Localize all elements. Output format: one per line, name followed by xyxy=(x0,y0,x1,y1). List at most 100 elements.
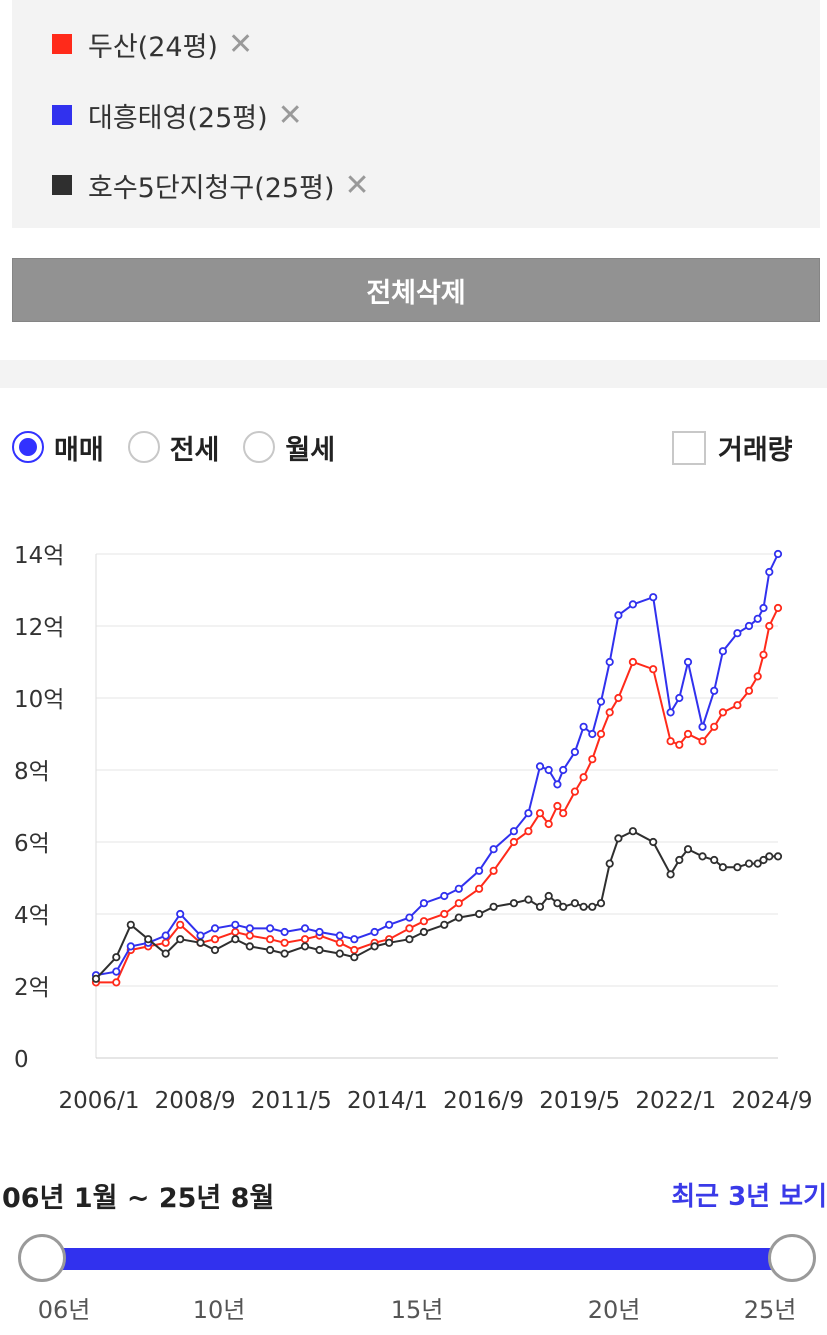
data-point xyxy=(649,837,658,847)
data-point xyxy=(245,924,254,933)
x-tick-label: 2008/9 xyxy=(155,1088,236,1114)
close-icon[interactable]: ✕ xyxy=(344,167,370,203)
data-point xyxy=(196,938,205,947)
data-point xyxy=(112,967,121,976)
data-point xyxy=(698,737,707,746)
data-point xyxy=(144,935,153,944)
data-point xyxy=(280,949,289,958)
data-point xyxy=(666,870,675,879)
volume-checkbox[interactable]: 거래량 xyxy=(672,428,793,467)
radio-monthly-rent[interactable]: 월세 xyxy=(243,428,335,467)
x-tick-label: 2016/9 xyxy=(443,1088,524,1114)
data-point xyxy=(675,693,684,703)
data-point xyxy=(474,884,484,893)
slider-start-handle[interactable] xyxy=(18,1234,66,1282)
data-point xyxy=(570,899,580,908)
data-point xyxy=(649,665,658,674)
series-line-2 xyxy=(95,830,778,980)
radio-unchecked-icon xyxy=(127,431,160,463)
data-point xyxy=(675,855,684,865)
data-point xyxy=(628,600,638,609)
data-point xyxy=(553,801,562,811)
data-point xyxy=(765,567,774,577)
data-point xyxy=(370,927,379,937)
data-point xyxy=(553,780,562,789)
data-point xyxy=(440,920,449,929)
data-point xyxy=(553,899,562,908)
data-point xyxy=(753,672,762,681)
period-slider-track[interactable] xyxy=(42,1248,794,1270)
radio-checked-icon xyxy=(12,431,44,463)
data-point xyxy=(440,909,449,919)
data-point xyxy=(126,920,135,929)
slider-tick-label: 15년 xyxy=(390,1296,444,1324)
x-tick-label: 2022/1 xyxy=(635,1088,716,1114)
data-point xyxy=(666,737,675,746)
y-tick-label: 4억 xyxy=(14,903,50,929)
data-point xyxy=(315,945,324,955)
data-point xyxy=(300,942,310,951)
data-point xyxy=(744,686,754,695)
data-point xyxy=(733,629,742,638)
data-point xyxy=(596,899,606,908)
data-point xyxy=(509,899,519,908)
data-point xyxy=(489,845,498,854)
data-point xyxy=(280,938,289,947)
data-point xyxy=(231,935,240,944)
recent-3-years-link[interactable]: 최근 3년 보기 xyxy=(671,1182,827,1212)
data-point xyxy=(535,809,545,818)
data-point xyxy=(370,942,379,951)
close-icon[interactable]: ✕ xyxy=(277,97,303,133)
y-tick-label: 0 xyxy=(14,1047,29,1073)
radio-jeonse[interactable]: 전세 xyxy=(127,428,219,467)
data-point xyxy=(744,859,754,868)
data-point xyxy=(683,845,693,854)
data-point xyxy=(759,855,768,865)
data-point xyxy=(570,787,580,796)
data-point xyxy=(614,834,623,843)
data-point xyxy=(231,920,240,929)
legend-item-hosu: 호수5단지청구(25평) ✕ xyxy=(52,165,370,205)
data-point xyxy=(759,603,768,613)
radio-label: 월세 xyxy=(285,434,336,466)
series-line-0 xyxy=(96,607,779,984)
complex-legend: 두산(24평) ✕ 대흥태영(25평) ✕ 호수5단지청구(25평) ✕ xyxy=(12,0,820,228)
data-point xyxy=(605,708,614,717)
data-point xyxy=(559,902,568,911)
data-point xyxy=(245,931,254,940)
data-point xyxy=(440,891,449,901)
data-point xyxy=(744,621,754,631)
slider-tick-label: 25년 xyxy=(743,1296,797,1324)
data-point xyxy=(710,855,719,865)
data-point xyxy=(588,755,597,764)
data-point xyxy=(350,953,359,962)
radio-sale[interactable]: 매매 xyxy=(12,428,104,467)
data-point xyxy=(718,863,728,872)
data-point xyxy=(112,953,121,962)
data-point xyxy=(196,931,205,940)
x-tick-label: 2011/5 xyxy=(251,1088,332,1114)
data-point xyxy=(335,938,344,947)
data-point xyxy=(733,701,742,710)
data-point xyxy=(718,647,728,656)
clear-all-button[interactable]: 전체삭제 xyxy=(12,258,820,322)
data-point xyxy=(489,902,498,911)
data-point xyxy=(265,945,275,955)
data-point xyxy=(161,938,170,947)
x-tick-label: 2024/9 xyxy=(732,1088,813,1114)
data-point xyxy=(605,657,614,667)
data-point xyxy=(419,917,428,926)
slider-end-handle[interactable] xyxy=(768,1234,816,1282)
data-point xyxy=(733,863,742,872)
y-tick-label: 8억 xyxy=(14,759,50,785)
data-point xyxy=(265,924,275,933)
data-point xyxy=(710,722,719,731)
data-point xyxy=(535,762,545,771)
legend-label: 대흥태영(25평) xyxy=(88,102,268,134)
data-point xyxy=(126,942,135,951)
data-point xyxy=(559,765,568,775)
data-point xyxy=(112,978,121,987)
data-point xyxy=(176,909,185,919)
close-icon[interactable]: ✕ xyxy=(227,26,254,62)
data-point xyxy=(210,924,220,933)
